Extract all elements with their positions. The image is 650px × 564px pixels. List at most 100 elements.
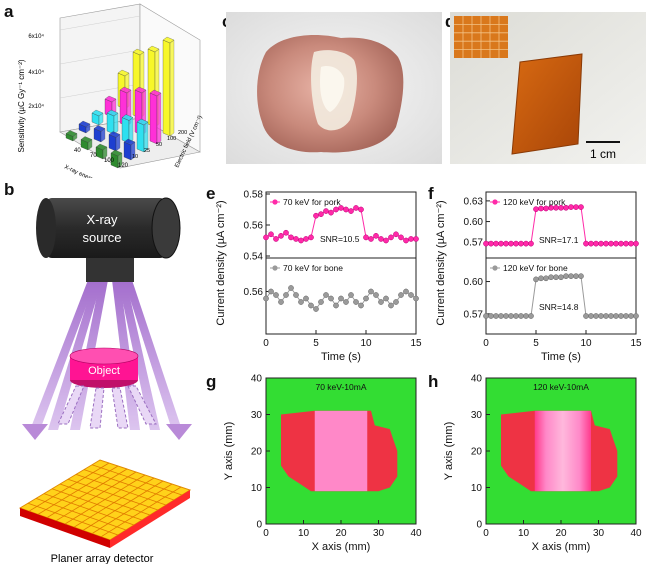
y-tick-label: 10 (251, 483, 263, 494)
data-point (598, 240, 604, 247)
data-point (608, 313, 614, 319)
data-point (348, 208, 354, 214)
a-bar (136, 121, 145, 153)
y-tick-label: 0 (476, 520, 482, 531)
data-point (413, 295, 419, 302)
panel-label-e: e (206, 184, 216, 203)
x-axis-label: Time (s) (541, 351, 581, 363)
data-point (483, 313, 489, 319)
a-bar-side (156, 92, 162, 145)
x-tick-label: 5 (533, 338, 539, 349)
data-point (633, 313, 639, 319)
data-point (588, 313, 594, 319)
legend-label: 120 keV for bone (503, 263, 568, 273)
y-tick-label: 10 (471, 483, 483, 494)
data-point (543, 275, 549, 282)
snr-label: SNR=14.8 (539, 302, 579, 312)
data-point (388, 234, 394, 241)
data-point (388, 302, 394, 309)
x-tick-label: 0 (263, 528, 269, 539)
y-axis-label: Current density (µA cm⁻²) (435, 200, 447, 325)
legend-label: 70 keV for pork (283, 197, 341, 207)
object-label: Object (88, 365, 120, 377)
detector-grid-line (100, 486, 182, 538)
x-axis-label: X axis (mm) (312, 541, 371, 553)
current-density-chart-70kev: Current density (µA cm⁻²) 0 5 10 15 Time (s) 0… (215, 190, 422, 364)
data-point (623, 313, 629, 319)
snr-label: SNR=17.1 (539, 235, 579, 245)
a-bar-top (117, 69, 130, 77)
x-tick-label: 0 (263, 338, 269, 349)
map-title: 120 keV-10mA (533, 382, 589, 392)
a-bar-top (119, 86, 132, 94)
data-point (383, 237, 389, 244)
x-tick-label: 10 (580, 338, 592, 349)
legend-marker (492, 265, 498, 271)
data-point (268, 231, 274, 238)
data-point (313, 306, 319, 312)
data-point (323, 292, 329, 298)
a-bar-top (136, 118, 149, 126)
a-bar-top (95, 143, 108, 151)
data-point (598, 313, 604, 319)
a-bar (162, 39, 171, 137)
legend-marker (492, 199, 498, 205)
a-energy-tick-3: 100 (104, 158, 115, 164)
data-point (283, 292, 289, 298)
data-point (628, 240, 634, 247)
data-point (278, 233, 284, 239)
legend-marker (272, 265, 278, 271)
data-point (313, 212, 319, 219)
data-point (628, 313, 634, 319)
a-bar-top (91, 109, 104, 117)
xray-imaging-schematic: X-ray source Object Planer array detecto… (18, 197, 192, 564)
y-tick-label: 0.56 (244, 221, 264, 232)
scale-bar-label: 1 cm (590, 147, 616, 161)
data-point (508, 313, 514, 319)
a-energy-tick-1: 40 (74, 148, 81, 154)
data-point (263, 234, 269, 241)
data-point (568, 204, 574, 210)
data-point (398, 234, 404, 241)
legend-label: 70 keV for bone (283, 263, 343, 273)
data-point (523, 313, 529, 319)
a-bar-side (128, 117, 134, 144)
data-point (353, 205, 359, 211)
a-ytick-2: 4x10⁴ (28, 69, 44, 76)
data-point (293, 292, 299, 298)
data-point (328, 295, 334, 302)
detector-grid-line (67, 478, 159, 511)
data-point (398, 292, 404, 298)
a-ytick-1: 2x10⁴ (28, 103, 44, 110)
y-tick-label: 0.54 (244, 252, 264, 263)
a-ylabel: Sensitivity (µC Gy⁻¹ cm⁻²) (17, 59, 26, 152)
a-bar-top (110, 149, 123, 157)
a-bar-side (113, 112, 119, 135)
data-point (373, 233, 379, 239)
data-point (408, 292, 414, 298)
x-tick-label: 10 (360, 338, 372, 349)
y-axis-label: Y axis (mm) (443, 422, 455, 480)
data-point (528, 313, 534, 319)
a-bar-top (147, 45, 160, 53)
data-point (368, 288, 374, 295)
data-point (618, 240, 624, 247)
data-point (538, 275, 544, 282)
data-point (278, 299, 284, 305)
x-tick-label: 30 (373, 528, 385, 539)
y-tick-label: 30 (471, 410, 483, 421)
data-point (518, 313, 524, 319)
data-point (518, 240, 524, 247)
data-point (573, 204, 579, 210)
data-point (363, 234, 369, 241)
data-point (303, 236, 309, 242)
data-point (343, 299, 349, 305)
data-point (573, 273, 579, 280)
data-point (308, 234, 314, 241)
data-point (413, 236, 419, 242)
a-bar-top (93, 125, 106, 132)
data-point (293, 236, 299, 242)
data-point (318, 211, 324, 217)
a-field-tick-4: 100 (167, 136, 176, 142)
data-point (548, 274, 554, 281)
